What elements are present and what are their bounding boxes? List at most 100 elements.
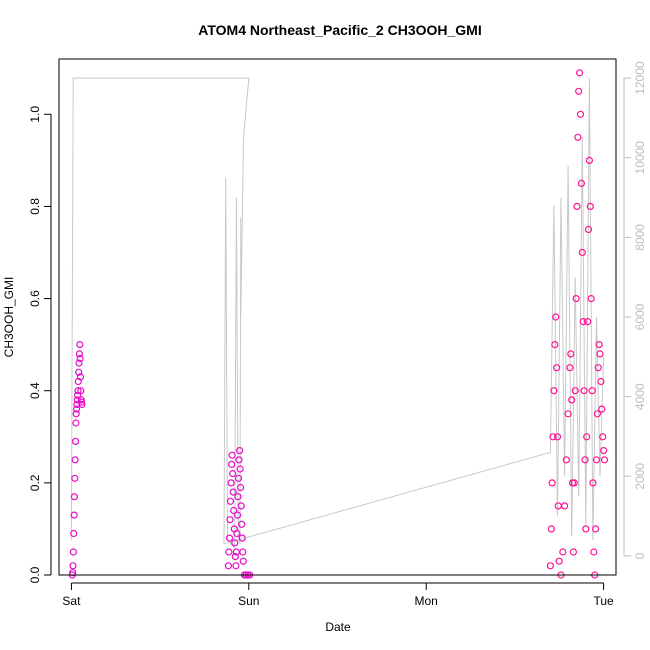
data-point <box>236 447 244 455</box>
data-point <box>564 410 572 418</box>
data-point <box>74 387 82 395</box>
data-point <box>236 465 244 473</box>
data-point <box>232 562 240 570</box>
data-point <box>575 69 584 77</box>
data-point <box>237 483 245 492</box>
data-point <box>239 557 247 565</box>
data-point <box>579 318 587 326</box>
data-point <box>594 364 602 372</box>
data-point <box>229 488 237 496</box>
data-point <box>548 479 556 487</box>
data-point <box>595 341 603 349</box>
data-point <box>600 456 609 464</box>
data-point <box>584 225 593 234</box>
data-point <box>72 410 80 418</box>
y-tick-label: 0.6 <box>28 290 42 307</box>
data-point <box>569 548 578 556</box>
y2-tick-label: 12000 <box>633 61 647 95</box>
data-point <box>572 295 580 303</box>
data-point <box>235 456 243 464</box>
data-point <box>599 447 608 455</box>
data-point <box>566 364 574 372</box>
data-point <box>562 456 570 464</box>
data-point <box>76 341 84 349</box>
data-point <box>233 511 242 519</box>
data-point <box>578 248 586 257</box>
data-point <box>224 562 232 570</box>
data-point <box>234 493 242 501</box>
y2-axis-altitude: 0 2000 4000 6000 8000 10000 12000 <box>623 61 647 559</box>
data-point <box>547 525 555 533</box>
y2-tick-label: 8000 <box>633 224 647 251</box>
data-point <box>582 525 590 533</box>
data-point <box>238 534 246 542</box>
x-tick-label: Mon <box>415 594 438 608</box>
data-point <box>69 548 78 556</box>
data-point <box>590 548 598 556</box>
data-point <box>570 479 578 487</box>
data-point <box>554 502 562 510</box>
y2-tick-label: 4000 <box>633 383 647 410</box>
data-point <box>69 562 77 570</box>
y2-tick-label: 0 <box>633 552 647 559</box>
data-point <box>70 511 78 519</box>
data-point <box>552 313 560 321</box>
data-point <box>69 569 77 577</box>
data-point <box>225 548 233 556</box>
y-tick-label: 1.0 <box>28 106 42 123</box>
data-point <box>559 548 567 556</box>
data-point <box>580 387 588 395</box>
data-point <box>598 405 606 413</box>
x-tick-label: Sun <box>238 594 259 608</box>
data-point <box>227 479 235 487</box>
data-point <box>233 529 241 538</box>
data-point <box>72 405 81 413</box>
data-point <box>568 396 576 404</box>
data-point <box>234 474 243 482</box>
data-point <box>583 433 591 441</box>
data-point <box>583 318 592 326</box>
data-point <box>587 295 595 303</box>
data-point <box>225 534 234 542</box>
y-axis-label: CH3OOH_GMI <box>2 277 16 358</box>
data-point <box>575 87 583 95</box>
y2-tick-label: 6000 <box>633 303 647 330</box>
data-point <box>239 548 247 556</box>
altitude-line <box>70 77 605 550</box>
y-tick-label: 0.2 <box>28 474 42 491</box>
data-point <box>226 516 234 524</box>
data-point <box>592 456 601 464</box>
data-point <box>238 520 246 528</box>
data-point <box>231 552 239 561</box>
data-point <box>577 179 586 187</box>
data-point <box>231 539 239 547</box>
data-point <box>546 562 555 570</box>
y-tick-label: 0.8 <box>28 198 42 215</box>
y2-tick-label: 10000 <box>633 141 647 175</box>
data-point <box>589 479 597 487</box>
data-point <box>576 110 585 118</box>
chart-title: ATOM4 Northeast_Pacific_2 CH3OOH_GMI <box>198 22 481 38</box>
data-point <box>567 350 575 358</box>
data-point <box>597 377 605 386</box>
data-point <box>75 368 83 376</box>
x-axis: Sat Sun Mon Tue <box>62 582 614 608</box>
x-tick-label: Tue <box>593 594 614 608</box>
data-point <box>230 506 238 515</box>
data-point <box>591 525 600 533</box>
data-point <box>585 156 594 164</box>
data-point <box>555 557 563 565</box>
plot-area <box>68 69 609 579</box>
data-point <box>72 419 80 427</box>
x-tick-label: Sat <box>62 594 81 608</box>
data-point <box>549 433 557 441</box>
y-axis: 0.0 0.2 0.4 0.6 0.8 1.0 <box>28 106 52 583</box>
data-point <box>550 387 558 395</box>
data-point <box>76 373 85 381</box>
data-point <box>599 433 607 441</box>
data-point <box>77 387 85 395</box>
data-point <box>229 470 237 478</box>
data-point <box>581 456 589 464</box>
data-point <box>228 460 236 468</box>
